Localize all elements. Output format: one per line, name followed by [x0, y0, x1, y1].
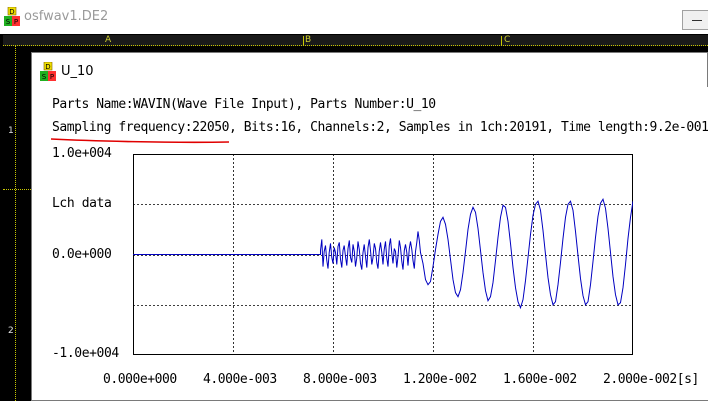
dsp-app-icon: D S P [4, 7, 20, 26]
x-tick-label: 1.600e-002 [503, 372, 577, 387]
parts-info-text: Parts Name:WAVIN(Wave File Input), Parts… [52, 97, 436, 112]
column-label-a: A [105, 35, 112, 45]
x-tick-label: 2.000e-002[s] [603, 372, 699, 387]
icon-letter-d: D [45, 63, 50, 71]
icon-letter-p: P [50, 73, 54, 81]
dsp-app-icon: D S P [40, 62, 56, 81]
minimize-icon [692, 20, 702, 21]
column-label-b: B [305, 35, 312, 45]
y-axis-max-label: 1.0e+004 [52, 146, 112, 161]
y-axis-min-label: -1.0e+004 [52, 346, 119, 361]
x-tick-label: 4.000e-003 [203, 372, 277, 387]
minimize-button[interactable] [682, 10, 708, 30]
row-divider [3, 189, 33, 191]
red-underline-annotation [50, 138, 230, 144]
column-divider [501, 36, 502, 45]
column-header: A B C [3, 35, 708, 46]
icon-letter-d: D [9, 8, 14, 16]
outer-window-titlebar[interactable]: D S P osfwav1.DE2 [0, 0, 708, 35]
column-divider [303, 36, 304, 45]
series-layer [133, 197, 633, 310]
icon-letter-p: P [14, 18, 18, 26]
y-axis-zero-label: 0.0e+000 [52, 247, 112, 262]
wave-info-panel: Parts Name:WAVIN(Wave File Input), Parts… [33, 87, 708, 400]
u10-window[interactable]: D S P U_10 Parts Name:WAVIN(Wave File In… [31, 52, 708, 401]
icon-letter-s: S [6, 18, 11, 26]
u10-window-title: U_10 [61, 64, 94, 79]
x-tick-label: 1.200e-002 [403, 372, 477, 387]
x-tick-label: 0.000e+000 [103, 372, 177, 387]
series-line-lch [133, 197, 633, 310]
u10-window-titlebar[interactable]: D S P U_10 [32, 53, 707, 87]
sampling-info-text: Sampling frequency:22050, Bits:16, Chann… [52, 120, 708, 135]
x-tick-label: 8.000e-003 [303, 372, 377, 387]
row-label-1: 1 [8, 126, 14, 136]
row-label-2: 2 [8, 326, 14, 336]
outer-window-title: osfwav1.DE2 [24, 9, 109, 24]
waveform-plot [133, 154, 633, 355]
column-label-c: C [504, 35, 511, 45]
series-name-label: Lch data [52, 196, 112, 211]
icon-letter-s: S [42, 73, 47, 81]
row-header: 1 2 [3, 45, 33, 401]
